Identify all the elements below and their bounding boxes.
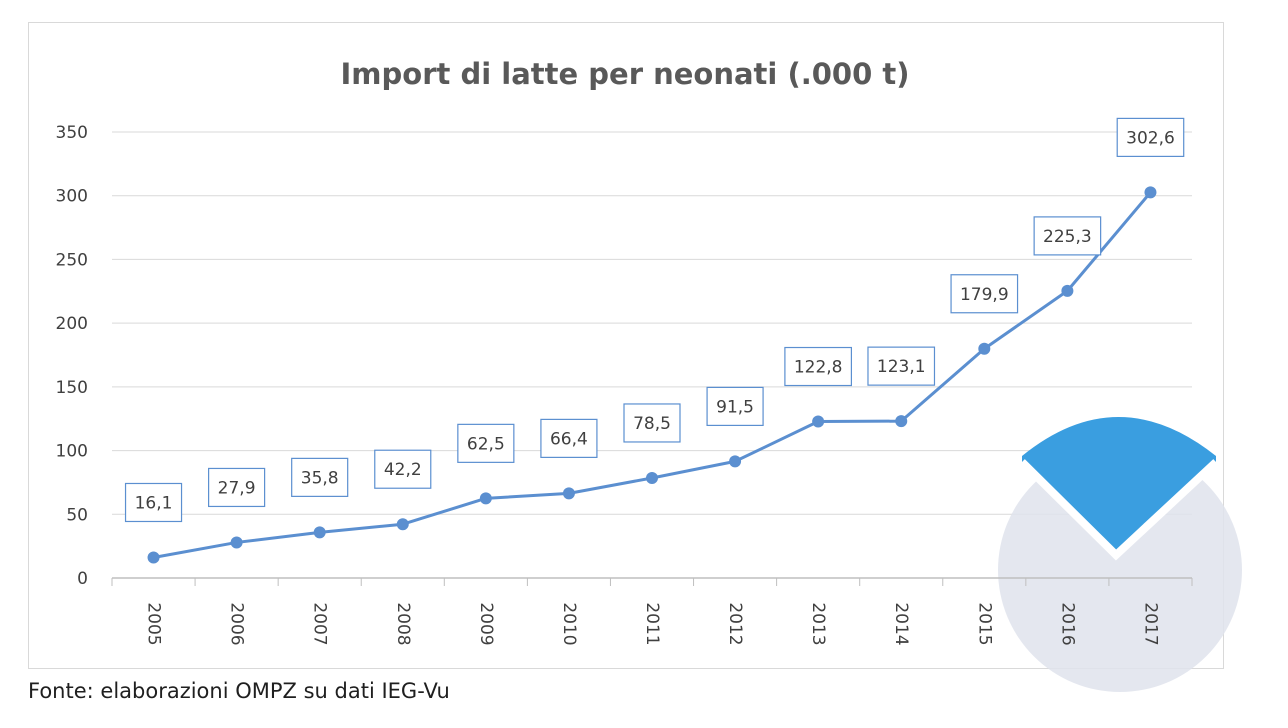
y-tick-label: 300 — [56, 187, 88, 207]
series-line — [147, 186, 1157, 564]
data-point — [812, 415, 825, 428]
watermark-circle — [998, 448, 1242, 692]
x-tick-label: 2013 — [808, 602, 828, 645]
data-label-box — [784, 346, 853, 387]
x-tick-label: 2007 — [310, 602, 330, 645]
x-tick-label: 2006 — [227, 602, 247, 645]
data-label-box — [291, 457, 349, 497]
data-label-box — [1116, 117, 1185, 158]
x-tick-label: 2012 — [725, 602, 745, 645]
data-label: 42,2 — [384, 460, 422, 480]
watermark-logo-icon — [998, 417, 1242, 692]
data-label: 225,3 — [1043, 227, 1092, 247]
data-label: 179,9 — [960, 285, 1009, 305]
data-point — [562, 487, 575, 500]
data-point — [646, 471, 658, 484]
data-label: 302,6 — [1126, 128, 1175, 148]
data-label-box — [706, 386, 764, 427]
data-label: 122,8 — [794, 358, 843, 378]
data-label-box — [1033, 216, 1102, 256]
data-label-box — [457, 423, 515, 463]
data-point — [313, 526, 326, 539]
data-label: 91,5 — [716, 397, 754, 417]
x-tick-label: 2015 — [974, 602, 994, 645]
data-label: 35,8 — [301, 468, 339, 488]
data-point — [396, 518, 409, 531]
data-point — [895, 415, 908, 428]
y-tick-label: 0 — [77, 569, 88, 589]
x-tick-label: 2011 — [642, 602, 662, 645]
data-label: 16,1 — [135, 493, 173, 513]
source-note: Fonte: elaborazioni OMPZ su dati IEG-Vu — [28, 679, 450, 703]
data-point — [147, 551, 160, 564]
x-tick-label: 2008 — [393, 602, 413, 645]
data-point — [479, 492, 492, 505]
x-tick-label: 2016 — [1057, 602, 1077, 645]
x-tick-label: 2010 — [559, 602, 579, 645]
watermark-chevron — [1019, 459, 1219, 561]
y-tick-label: 150 — [56, 378, 88, 398]
data-label-box — [208, 467, 266, 508]
data-label-box — [623, 403, 681, 443]
axes: 0 50 100 150 200 250 300 350 2005 2006 2007 2008 200… — [56, 123, 1193, 646]
y-tick-label: 100 — [56, 442, 88, 462]
data-point — [1061, 284, 1074, 297]
x-tick-label: 2014 — [891, 602, 911, 645]
data-label: 62,5 — [467, 434, 505, 454]
watermark-shield — [1022, 417, 1216, 555]
data-point — [230, 536, 243, 549]
y-tick-label: 50 — [66, 505, 88, 525]
data-point — [978, 342, 991, 355]
data-labels: 16,1 27,9 35,8 42,2 62,5 66,4 78,5 91,5 122,8 123… — [124, 117, 1185, 523]
data-label: 27,9 — [218, 478, 256, 498]
series-line-path — [153, 191, 1152, 559]
data-point — [1144, 186, 1157, 199]
chart-title: Import di latte per neonati (.000 t) — [341, 57, 910, 91]
y-tick-label: 200 — [56, 314, 88, 334]
data-point — [729, 455, 742, 468]
y-tick-label: 250 — [56, 250, 88, 270]
data-label-box — [374, 449, 432, 489]
x-tick-label: 2009 — [476, 602, 496, 645]
data-label: 66,4 — [550, 429, 588, 449]
x-tick-label: 2005 — [144, 602, 164, 645]
data-label-box — [950, 274, 1019, 314]
data-label: 78,5 — [633, 414, 671, 434]
data-label-box — [867, 346, 936, 386]
data-label: 123,1 — [877, 357, 926, 377]
data-label-box — [540, 418, 598, 458]
data-label-box — [124, 482, 183, 523]
y-tick-label: 350 — [56, 123, 88, 143]
x-tick-label: 2017 — [1140, 602, 1160, 645]
